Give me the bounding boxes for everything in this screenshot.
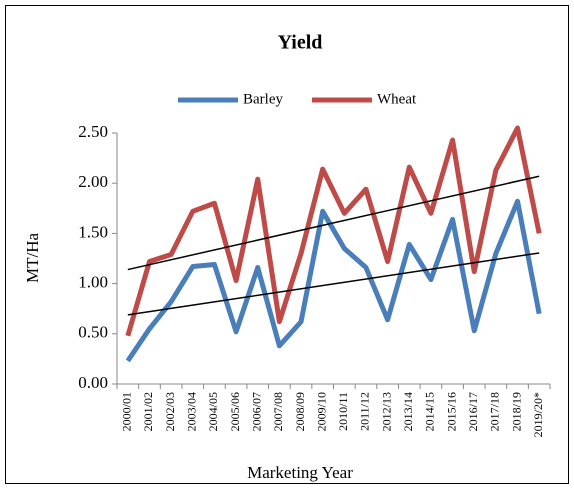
x-tick-label: 2001/02 bbox=[141, 392, 155, 431]
trendline bbox=[127, 175, 540, 271]
x-tick-label: 2000/01 bbox=[120, 392, 134, 431]
x-tick-label: 2014/15 bbox=[423, 392, 437, 431]
x-tick-label: 2013/14 bbox=[401, 392, 415, 431]
y-tick-label: 0.00 bbox=[78, 373, 108, 392]
x-axis-label: Marketing Year bbox=[247, 463, 353, 482]
trendline bbox=[127, 252, 540, 316]
y-axis-label: MT/Ha bbox=[23, 233, 42, 284]
y-tick-label: 0.50 bbox=[78, 323, 108, 342]
x-tick-label: 2011/12 bbox=[358, 392, 372, 431]
x-tick-label: 2012/13 bbox=[379, 392, 393, 431]
x-tick-label: 2016/17 bbox=[466, 392, 480, 431]
chart-border bbox=[5, 5, 569, 484]
y-tick-label: 2.50 bbox=[78, 122, 108, 141]
y-tick-label: 1.00 bbox=[78, 273, 108, 292]
x-tick-label: 2002/03 bbox=[163, 392, 177, 431]
x-tick-label: 2008/09 bbox=[293, 392, 307, 431]
chart-title: Yield bbox=[278, 32, 323, 54]
series-line bbox=[125, 198, 542, 363]
x-tick-label: 2010/11 bbox=[336, 392, 350, 431]
x-tick-label: 2007/08 bbox=[271, 392, 285, 431]
y-tick-label: 2.00 bbox=[78, 172, 108, 191]
x-tick-label: 2018/19 bbox=[509, 392, 523, 431]
legend-label: Barley bbox=[243, 91, 283, 107]
x-tick-label: 2015/16 bbox=[444, 392, 458, 431]
legend-label: Wheat bbox=[377, 91, 417, 107]
x-tick-label: 2006/07 bbox=[249, 392, 263, 431]
y-tick-label: 1.50 bbox=[78, 222, 108, 241]
x-tick-label: 2019/20* bbox=[531, 392, 545, 437]
x-tick-label: 2004/05 bbox=[206, 392, 220, 431]
x-tick-label: 2017/18 bbox=[488, 392, 502, 431]
x-tick-label: 2009/10 bbox=[314, 392, 328, 431]
x-tick-label: 2005/06 bbox=[228, 392, 242, 431]
x-tick-label: 2003/04 bbox=[185, 392, 199, 431]
series-line bbox=[125, 125, 542, 337]
